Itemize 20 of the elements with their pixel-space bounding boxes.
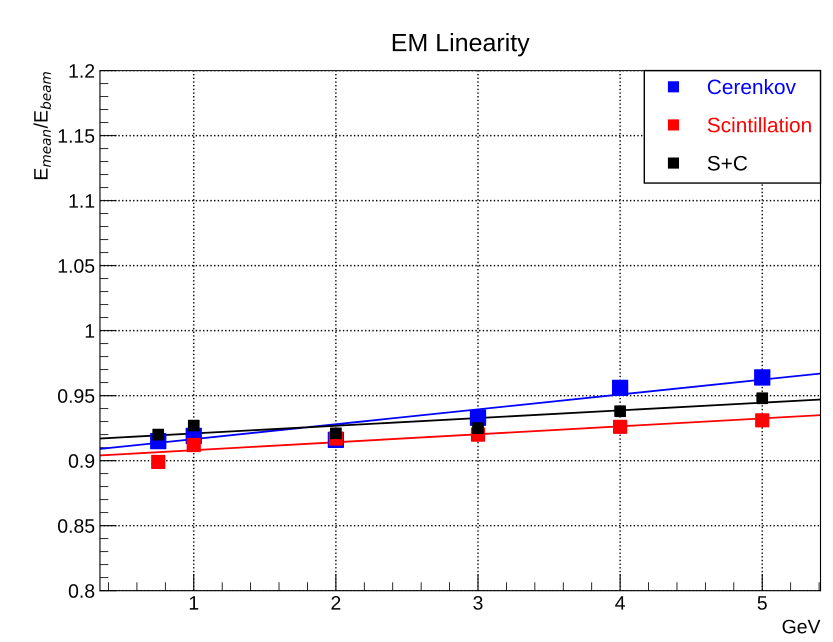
legend-label: S+C: [708, 156, 748, 171]
legend-label: Scintillation: [708, 117, 811, 132]
y-tick-label: 1: [86, 324, 94, 338]
y-tick-label: 0.95: [58, 389, 94, 403]
x-tick-label: 3: [473, 596, 483, 610]
y-tick-label: 1.2: [70, 64, 94, 78]
y-axis-title: E$_{mean}$/E$_{beam}$: [33, 72, 51, 180]
x-tick-label: 4: [615, 596, 625, 610]
y-tick-label: 1.15: [58, 129, 94, 143]
chart-title: EM Linearity: [392, 33, 530, 56]
y-tick-label: 0.8: [68, 584, 94, 598]
y-tick-label: 0.85: [58, 519, 94, 533]
y-tick-label: 1.05: [58, 259, 94, 273]
x-tick-label: 1: [190, 596, 198, 610]
legend-label: Cerenkov: [708, 78, 796, 94]
x-axis-title: GeV: [782, 620, 820, 634]
x-tick-label: 5: [758, 596, 767, 610]
y-tick-label: 1.1: [70, 194, 94, 208]
y-tick-label: 0.9: [68, 454, 94, 468]
x-tick-label: 2: [331, 596, 340, 610]
